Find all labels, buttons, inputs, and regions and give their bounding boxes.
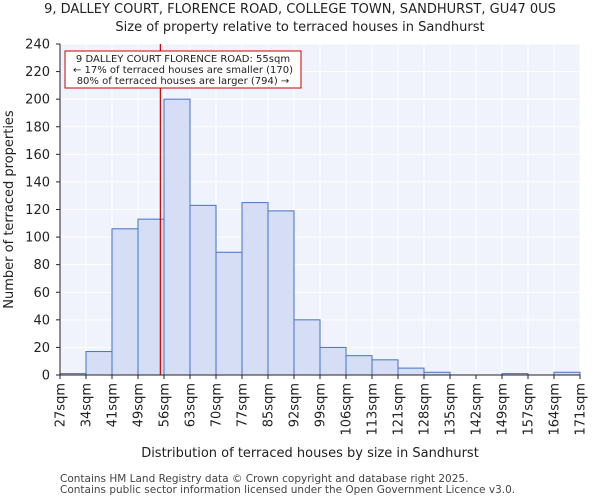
x-tick-label: 27sqm	[54, 383, 69, 427]
y-tick-label: 40	[33, 313, 50, 328]
x-tick-label: 34sqm	[80, 383, 95, 427]
x-tick-label: 128sqm	[418, 383, 433, 436]
x-axis-label: Distribution of terraced houses by size …	[141, 446, 479, 461]
footer-copyright: Contains HM Land Registry data © Crown c…	[60, 473, 469, 485]
y-tick-label: 160	[25, 148, 50, 163]
bar	[85, 351, 113, 376]
y-tick-label: 0	[42, 369, 50, 384]
tick-labels: 0 20 40 60 80 100 120 140 160 180 200 220 240 27sqm 34…	[25, 38, 588, 436]
y-tick-label: 140	[25, 175, 50, 190]
annotation-line: 80% of terraced houses are larger (794) …	[77, 76, 290, 87]
x-tick-label: 157sqm	[522, 383, 537, 436]
x-tick-label: 63sqm	[184, 383, 199, 427]
bar	[267, 210, 295, 376]
y-tick-label: 200	[25, 93, 50, 108]
annotation-box	[64, 50, 302, 89]
x-tick-label: 171sqm	[574, 383, 589, 436]
histogram-chart: 9 DALLEY COURT FLORENCE ROAD: 55sqm← 17%…	[2, 38, 589, 462]
bar	[111, 228, 139, 376]
x-tick-label: 142sqm	[470, 383, 485, 436]
y-axis-label: Number of terraced properties	[2, 110, 17, 309]
x-tick-label: 121sqm	[392, 383, 407, 436]
x-tick-label: 92sqm	[288, 383, 303, 427]
x-tick-label: 106sqm	[340, 383, 355, 436]
y-tick-label: 120	[25, 203, 50, 218]
bar	[319, 346, 347, 376]
x-tick-label: 56sqm	[158, 383, 173, 427]
bars	[59, 98, 581, 376]
bar	[137, 218, 165, 376]
y-tick-label: 80	[33, 258, 50, 273]
bar	[345, 355, 373, 376]
y-tick-label: 220	[25, 65, 50, 80]
x-tick-label: 113sqm	[366, 383, 381, 436]
footer-licence: Contains public sector information licen…	[60, 484, 516, 496]
y-tick-label: 100	[25, 231, 50, 246]
bar	[371, 359, 399, 376]
x-tick-label: 135sqm	[444, 383, 459, 436]
bar	[215, 251, 243, 376]
y-tick-label: 20	[33, 341, 50, 356]
y-tick-label: 180	[25, 120, 50, 135]
x-tick-label: 164sqm	[548, 383, 563, 436]
annotation-line: 9 DALLEY COURT FLORENCE ROAD: 55sqm	[76, 54, 290, 65]
y-tick-label: 60	[33, 286, 50, 301]
axes	[56, 43, 581, 379]
x-tick-label: 149sqm	[496, 383, 511, 436]
x-tick-label: 41sqm	[106, 383, 121, 427]
marker-group: 9 DALLEY COURT FLORENCE ROAD: 55sqm← 17%…	[64, 44, 302, 375]
bar	[241, 202, 269, 376]
y-tick-label: 240	[25, 38, 50, 53]
bar	[163, 98, 191, 376]
x-tick-label: 99sqm	[314, 383, 329, 427]
bar	[189, 204, 217, 376]
x-tick-label: 85sqm	[262, 383, 277, 427]
bar	[293, 319, 321, 376]
x-tick-label: 77sqm	[236, 383, 251, 427]
chart-subtitle: Size of property relative to terraced ho…	[115, 20, 485, 35]
chart-title: 9, DALLEY COURT, FLORENCE ROAD, COLLEGE …	[44, 2, 556, 17]
bar	[397, 367, 425, 376]
x-tick-label: 49sqm	[132, 383, 147, 427]
x-tick-label: 70sqm	[210, 383, 225, 427]
annotation-line: ← 17% of terraced houses are smaller (17…	[73, 65, 293, 76]
